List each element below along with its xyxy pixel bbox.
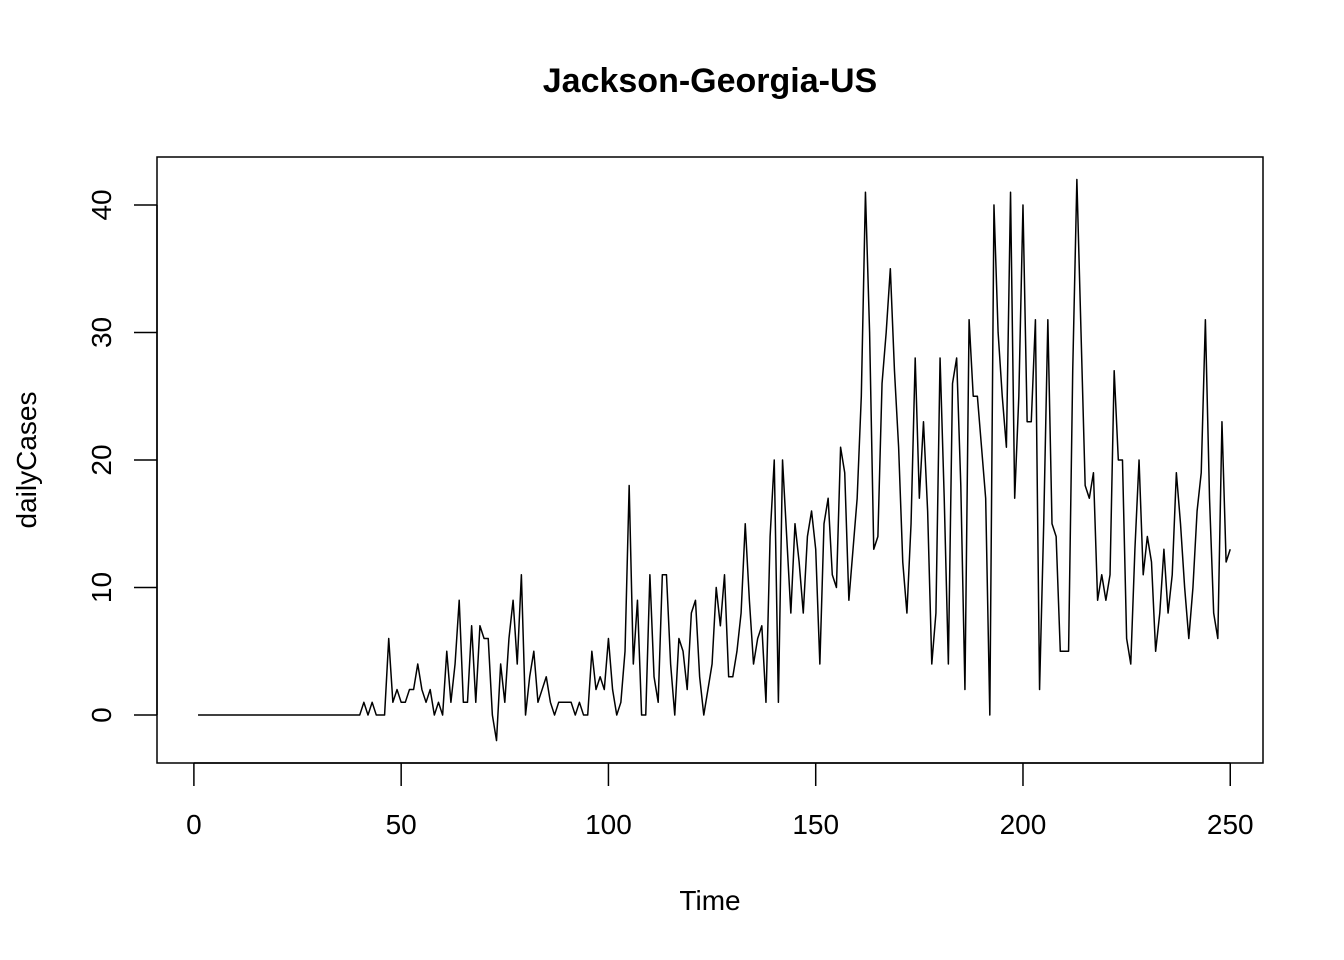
x-tick-label: 50 (386, 809, 417, 840)
x-tick-label: 150 (792, 809, 839, 840)
x-axis-label: Time (679, 885, 740, 916)
y-tick-label: 0 (86, 707, 117, 723)
y-tick-label: 40 (86, 189, 117, 220)
chart-title: Jackson-Georgia-US (543, 62, 877, 100)
y-tick-label: 10 (86, 572, 117, 603)
x-tick-label: 250 (1207, 809, 1254, 840)
x-tick-label: 200 (1000, 809, 1047, 840)
y-axis: 0 10 20 30 40 (86, 189, 158, 723)
x-tick-label: 100 (585, 809, 632, 840)
plot-frame (156, 156, 1264, 764)
y-tick-label: 30 (86, 317, 117, 348)
y-tick-label: 20 (86, 444, 117, 475)
y-axis-label: dailyCases (11, 392, 42, 529)
x-axis: 0 50 100 150 200 250 (186, 762, 1254, 840)
daily-cases-line (198, 178, 1231, 742)
x-tick-label: 0 (186, 809, 202, 840)
